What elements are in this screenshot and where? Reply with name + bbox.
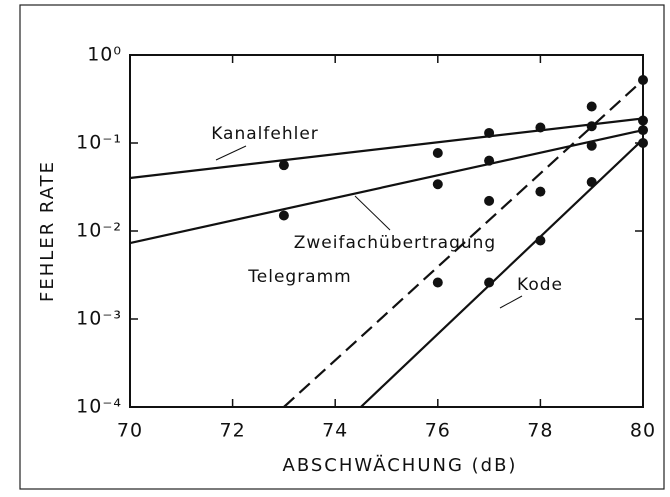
data-point xyxy=(484,155,495,166)
fit-line xyxy=(283,79,644,408)
x-tick-label: 70 xyxy=(117,420,143,442)
data-point xyxy=(638,125,648,136)
line-label: Kanalfehler xyxy=(211,124,319,144)
line-label: Telegramm xyxy=(247,267,351,287)
x-tick-label: 72 xyxy=(220,420,246,442)
data-point xyxy=(535,122,546,133)
line-label: Zweifachübertragung xyxy=(294,233,496,253)
leader xyxy=(499,295,523,309)
data-point xyxy=(484,277,495,288)
y-tick-label: 10⁻¹ xyxy=(76,132,122,154)
data-point xyxy=(278,160,289,171)
data-point xyxy=(432,179,443,190)
y-tick-label: 10⁻² xyxy=(76,220,122,242)
data-point xyxy=(586,140,597,151)
x-tick-label: 80 xyxy=(630,420,656,442)
data-point xyxy=(638,74,648,85)
data-point xyxy=(484,195,495,206)
data-point xyxy=(535,186,546,197)
y-axis-title: FEHLER RATE xyxy=(37,160,58,302)
fit-line xyxy=(129,117,644,180)
x-tick-label: 76 xyxy=(425,420,451,442)
y-tick-label: 10⁰ xyxy=(87,44,122,66)
plot-border xyxy=(129,54,644,408)
y-tick-label: 10⁻⁴ xyxy=(76,396,122,418)
data-point xyxy=(535,235,546,246)
data-point xyxy=(638,138,648,148)
data-point xyxy=(586,177,597,188)
data-point xyxy=(432,147,443,158)
data-point xyxy=(638,115,648,126)
data-point xyxy=(432,277,443,288)
data-point xyxy=(278,210,289,221)
x-axis-title: ABSCHWÄCHUNG (dB) xyxy=(283,455,518,476)
x-tick-label: 78 xyxy=(527,420,553,442)
y-tick-label: 10⁻³ xyxy=(76,308,122,330)
fit-line xyxy=(360,138,644,408)
x-tick-label: 74 xyxy=(322,420,348,442)
fit-line xyxy=(129,129,644,245)
leader xyxy=(354,195,391,231)
frame xyxy=(19,4,665,490)
data-point xyxy=(484,127,495,138)
line-label: Kode xyxy=(517,275,563,295)
leader xyxy=(215,145,247,161)
data-point xyxy=(586,101,597,112)
